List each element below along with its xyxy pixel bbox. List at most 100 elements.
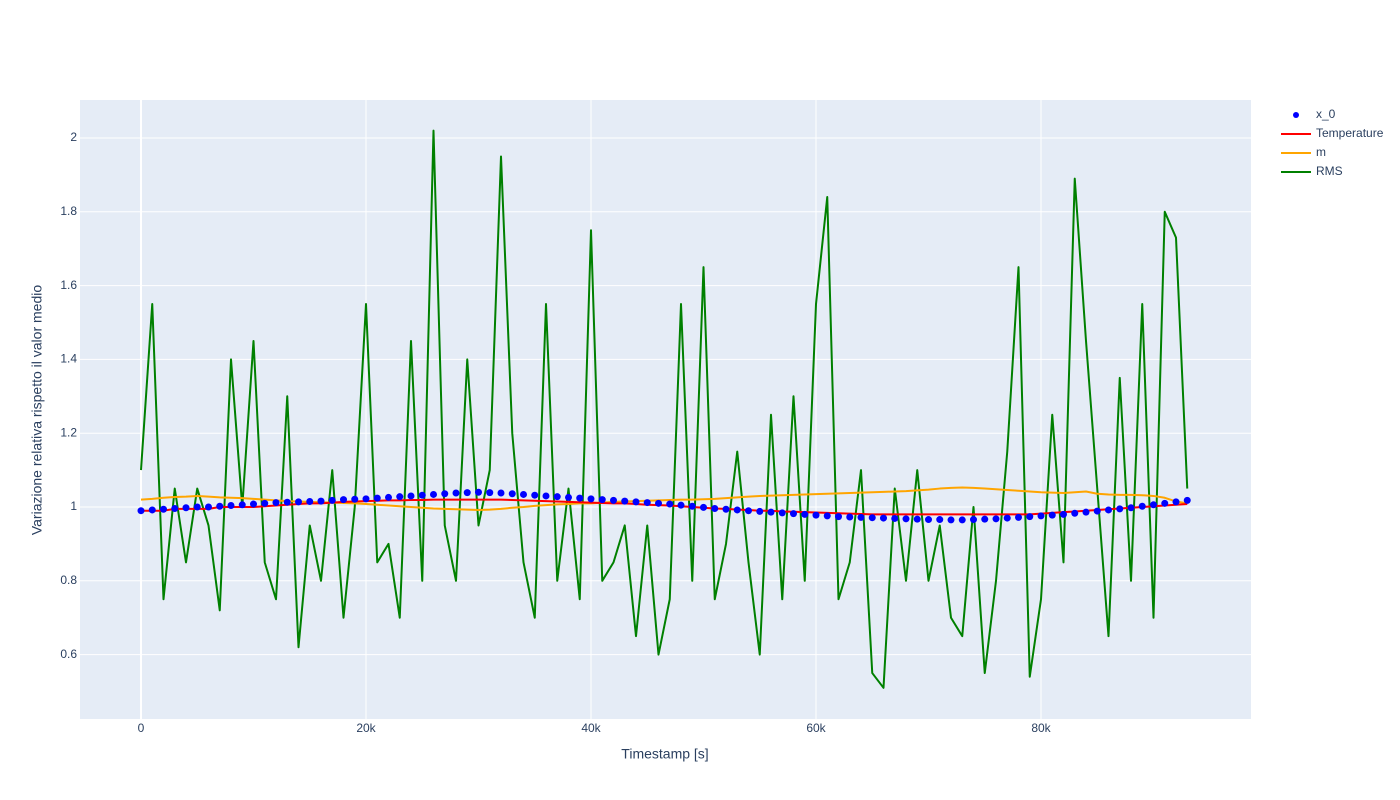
legend-label: m (1316, 145, 1326, 159)
x-tick-label: 60k (806, 721, 826, 735)
marker (992, 515, 1000, 523)
marker (812, 511, 820, 519)
legend-label: RMS (1316, 164, 1343, 178)
marker (632, 498, 640, 506)
marker (486, 489, 494, 497)
marker (711, 504, 719, 512)
marker (789, 510, 797, 518)
marker (823, 512, 831, 520)
marker (261, 499, 269, 507)
y-tick-label: 2 (70, 130, 77, 144)
marker (407, 492, 415, 500)
legend-label: Temperature (1316, 126, 1384, 140)
marker (238, 501, 246, 509)
marker (1104, 506, 1112, 514)
marker (801, 510, 809, 518)
marker (834, 513, 842, 521)
marker (1003, 514, 1011, 522)
marker (418, 491, 426, 499)
marker (598, 496, 606, 504)
marker (936, 516, 944, 524)
marker (564, 493, 572, 501)
marker (868, 514, 876, 522)
marker (508, 490, 516, 498)
marker (722, 505, 730, 513)
x-tick-label: 40k (581, 721, 601, 735)
marker (733, 506, 741, 514)
marker (1172, 498, 1180, 506)
marker (452, 489, 460, 497)
marker (666, 500, 674, 508)
marker (441, 490, 449, 498)
marker (1138, 502, 1146, 510)
y-tick-label: 1 (70, 499, 77, 513)
marker (947, 516, 955, 524)
legend-label: x_0 (1316, 107, 1336, 121)
marker (576, 494, 584, 502)
marker (643, 499, 651, 507)
marker (1026, 513, 1034, 521)
marker (497, 489, 505, 497)
marker (339, 496, 347, 504)
marker (171, 504, 179, 512)
marker (227, 502, 235, 510)
marker (767, 508, 775, 516)
marker (981, 515, 989, 523)
marker (429, 490, 437, 498)
marker (1116, 505, 1124, 513)
x-tick-label: 80k (1031, 721, 1051, 735)
marker (879, 514, 887, 522)
marker (891, 514, 899, 522)
marker (474, 488, 482, 496)
marker (654, 499, 662, 507)
marker (587, 495, 595, 503)
marker (396, 493, 404, 501)
marker (306, 497, 314, 505)
marker (137, 507, 145, 515)
marker (216, 502, 224, 510)
marker (272, 499, 280, 507)
marker (182, 504, 190, 512)
marker (373, 494, 381, 502)
marker (159, 505, 167, 513)
marker (1127, 504, 1135, 512)
y-axis-title: Variazione relativa rispetto il valor me… (29, 285, 45, 536)
marker (328, 496, 336, 504)
marker (1082, 508, 1090, 516)
marker (1059, 510, 1067, 518)
marker (283, 498, 291, 506)
marker (193, 503, 201, 511)
legend-marker (1293, 112, 1299, 118)
line (140, 486, 1188, 511)
marker (362, 495, 370, 503)
y-tick-label: 1.6 (60, 278, 77, 292)
y-tick-label: 1.2 (60, 425, 77, 439)
y-tick-label: 0.8 (60, 573, 77, 587)
marker (351, 495, 359, 503)
x-tick-label: 0 (138, 721, 145, 735)
marker (204, 503, 212, 511)
line (140, 129, 1189, 689)
marker (317, 497, 325, 505)
marker (846, 513, 854, 521)
marker (913, 515, 921, 523)
marker (744, 507, 752, 515)
y-tick-label: 1.4 (60, 352, 77, 366)
marker (621, 497, 629, 505)
marker (294, 498, 302, 506)
marker (688, 502, 696, 510)
marker (1161, 499, 1169, 507)
marker (958, 516, 966, 524)
marker (677, 501, 685, 509)
marker (1149, 501, 1157, 509)
marker (902, 515, 910, 523)
marker (1093, 507, 1101, 515)
x-axis-title: Timestamp [s] (621, 746, 708, 762)
marker (1183, 496, 1191, 504)
marker (531, 491, 539, 499)
marker (553, 493, 561, 501)
marker (1037, 512, 1045, 520)
marker (857, 513, 865, 521)
marker (969, 516, 977, 524)
